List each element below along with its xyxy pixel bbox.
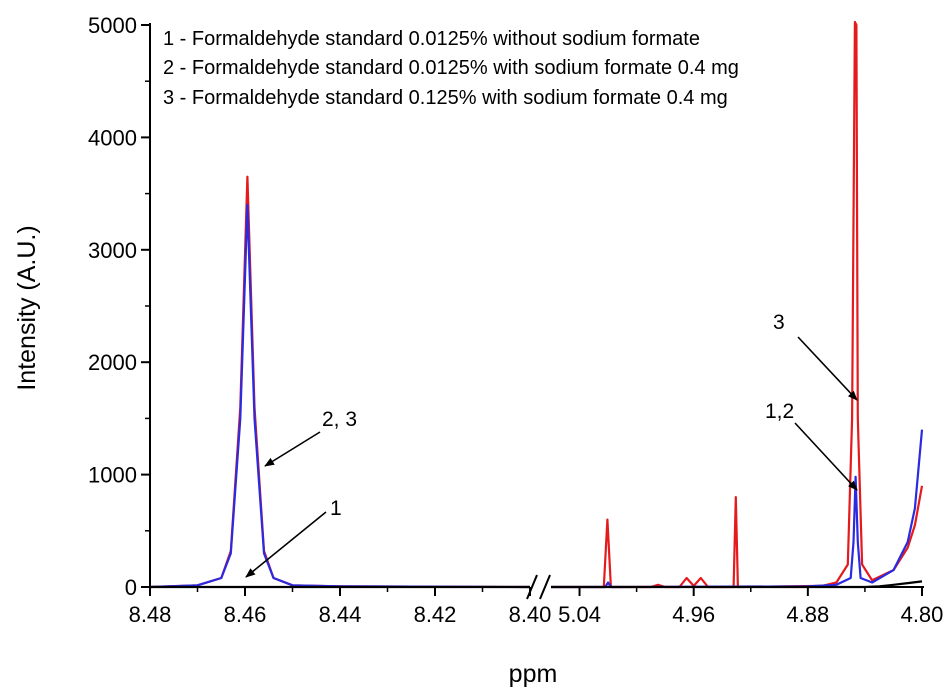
x-tick-label: 4.96 <box>672 602 715 627</box>
series-2-right <box>551 429 924 589</box>
annotations: 2, 3 1 3 1,2 <box>245 311 858 578</box>
x-tick-label: 4.80 <box>901 602 944 627</box>
annotation-label: 1 <box>330 497 342 520</box>
y-axis-title: Intensity (A.U.) <box>13 225 41 390</box>
y-tick-label: 2000 <box>88 350 137 375</box>
x-axis-title: ppm <box>509 660 558 688</box>
x-tick-label: 8.46 <box>224 602 267 627</box>
annotation-label: 1,2 <box>765 400 794 423</box>
annotation-label: 3 <box>773 311 785 334</box>
y-tick-label: 3000 <box>88 238 137 263</box>
legend: 1 - Formaldehyde standard 0.0125% withou… <box>163 28 739 109</box>
legend-item-2: 2 - Formaldehyde standard 0.0125% with s… <box>163 57 739 79</box>
annotation-label: 2, 3 <box>322 408 357 431</box>
axis-break-mark <box>526 574 538 600</box>
x-tick-label: 4.88 <box>786 602 829 627</box>
annotation-arrow <box>797 336 858 401</box>
x-tick-label: 8.44 <box>319 602 362 627</box>
y-tick-label: 1000 <box>88 463 137 488</box>
legend-item-3: 3 - Formaldehyde standard 0.125% with so… <box>163 87 728 109</box>
series-layer <box>149 20 924 589</box>
annotation-arrow <box>794 422 858 491</box>
legend-item-1: 1 - Formaldehyde standard 0.0125% withou… <box>163 28 700 50</box>
annotation-arrow <box>245 511 327 578</box>
x-tick-label: 8.48 <box>129 602 172 627</box>
y-tick-label: 0 <box>125 575 137 600</box>
x-tick-label: 8.42 <box>414 602 457 627</box>
series-2-left <box>149 203 531 589</box>
axis-break-mark <box>539 574 551 600</box>
y-tick-label: 4000 <box>88 125 137 150</box>
axes: 0 1000 2000 3000 4000 5000 8.48 8.46 8.44 8.42 8.4… <box>88 13 943 627</box>
x-tick-label: 8.40 <box>509 602 552 627</box>
series-3-left <box>149 175 531 589</box>
y-tick-label: 5000 <box>88 13 137 38</box>
series-1-right <box>551 580 923 589</box>
annotation-arrow <box>264 431 321 467</box>
x-tick-label: 5.04 <box>558 602 601 627</box>
